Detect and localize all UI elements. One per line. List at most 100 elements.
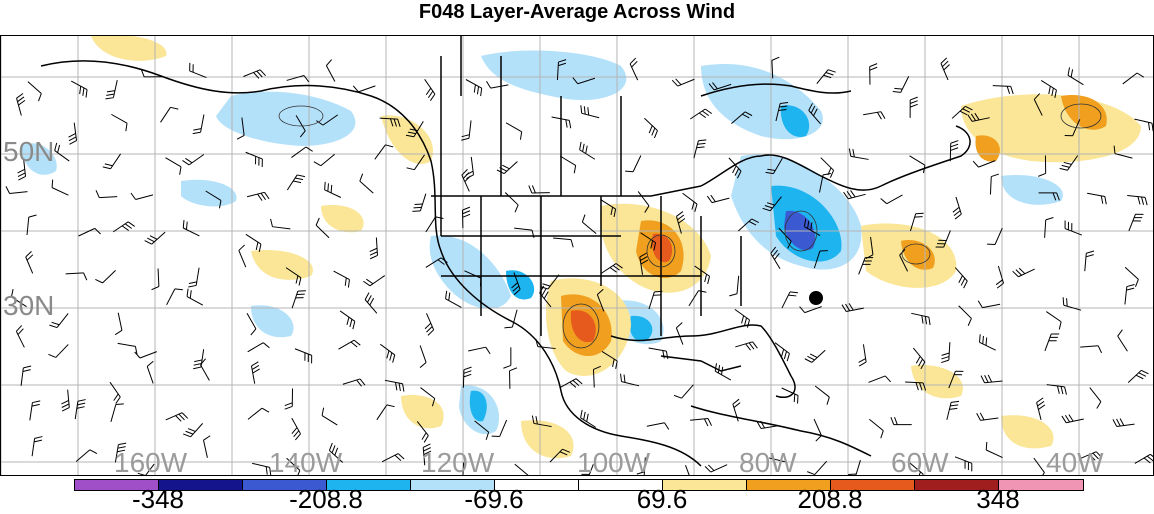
wind-barb	[1034, 458, 1045, 476]
wind-barb	[353, 86, 375, 92]
wind-barb	[166, 158, 181, 175]
wind-barb	[96, 190, 117, 197]
wind-barb	[893, 76, 909, 92]
colorbar	[74, 479, 1084, 491]
wind-barb	[881, 195, 903, 204]
storm-center-marker	[809, 291, 823, 305]
wind-barb	[987, 228, 1002, 244]
wind-barb	[859, 344, 867, 366]
wind-barb	[131, 193, 153, 199]
wind-barb	[814, 419, 821, 441]
wind-barb	[247, 192, 269, 200]
wind-barb	[644, 118, 657, 138]
wind-barb	[973, 161, 995, 167]
longitude-label-140w: 140W	[269, 449, 342, 476]
wind-barb	[868, 376, 890, 383]
wind-barb	[689, 291, 706, 306]
wind-barb	[425, 313, 434, 335]
wind-barb	[285, 388, 293, 409]
wind-barb	[506, 123, 522, 140]
wind-barb	[1125, 267, 1138, 287]
wind-barb	[113, 222, 134, 232]
wind-barb	[71, 81, 87, 97]
wind-barb	[375, 145, 393, 159]
wind-barb	[844, 190, 866, 198]
wind-barb	[466, 157, 474, 179]
wind-barb	[715, 363, 731, 380]
wind-barb	[990, 174, 998, 194]
wind-barb	[1068, 67, 1083, 84]
wind-barb	[1047, 385, 1067, 395]
colorbar-label-neg-69-6: -69.6	[464, 486, 523, 512]
wind-barb	[800, 307, 822, 313]
wind-barb	[182, 155, 203, 165]
wind-barb	[690, 109, 711, 119]
longitude-label-120w: 120W	[421, 449, 494, 476]
wind-barb	[1118, 330, 1128, 352]
wind-barb	[560, 156, 575, 173]
wind-barb	[61, 390, 69, 411]
wind-barb	[79, 228, 101, 236]
wind-barb	[947, 401, 959, 419]
wind-barb	[27, 215, 37, 235]
wind-barb	[69, 123, 77, 145]
wind-barb	[560, 379, 582, 388]
wind-barb	[690, 419, 711, 427]
wind-barb	[580, 142, 595, 159]
wind-barb	[683, 193, 697, 211]
wind-barb	[190, 63, 207, 78]
wind-barb	[941, 342, 950, 362]
wind-barb	[468, 347, 490, 354]
colorbar-label-neg-208-8: -208.8	[289, 486, 363, 512]
wind-barb	[1037, 398, 1045, 420]
colorbar-label-208-8: 208.8	[797, 486, 862, 512]
wind-barb	[625, 156, 641, 172]
wind-barb	[118, 343, 137, 354]
wind-barb	[674, 385, 693, 399]
wind-barb	[1127, 195, 1147, 205]
wind-barb	[167, 289, 183, 305]
wind-barb	[1085, 251, 1094, 271]
wind-barb	[1045, 218, 1054, 238]
wind-barb	[292, 418, 301, 440]
wind-barb	[251, 362, 259, 384]
wind-barb	[183, 220, 199, 236]
wind-barb	[581, 105, 599, 117]
wind-barb	[1080, 346, 1101, 353]
wind-barb	[365, 293, 377, 314]
wind-barb	[735, 342, 757, 350]
wind-barb	[510, 368, 517, 389]
wind-barb	[815, 386, 829, 405]
wind-barb	[30, 401, 40, 421]
wind-barb	[363, 276, 384, 286]
wind-barb	[676, 322, 683, 344]
wind-barb	[287, 175, 305, 190]
wind-barb	[685, 465, 691, 476]
wind-barb	[953, 197, 961, 219]
longitude-label-80w: 80W	[739, 449, 797, 476]
wind-barb	[412, 194, 425, 212]
wind-barb	[807, 461, 827, 474]
wind-barb	[1090, 388, 1101, 409]
wind-barb	[529, 185, 550, 192]
wind-barb	[1123, 73, 1144, 84]
wind-barb	[486, 81, 508, 88]
wind-barb	[911, 313, 930, 325]
wind-barb	[672, 79, 694, 86]
wind-barb	[135, 352, 157, 358]
wind-barb	[1046, 312, 1061, 330]
wind-barb	[166, 413, 188, 422]
wind-barb	[75, 400, 85, 420]
longitude-label-40w: 40W	[1046, 449, 1104, 476]
wind-barb	[6, 186, 28, 193]
wind-barb	[370, 237, 378, 258]
wind-barb	[287, 75, 309, 81]
wind-barb	[515, 464, 529, 476]
colorbar-label-69-6: 69.6	[637, 486, 688, 512]
wind-barb	[183, 423, 202, 436]
wind-barb	[694, 140, 706, 158]
wind-barb	[955, 457, 972, 471]
wind-barb	[805, 350, 825, 362]
wind-barb	[863, 112, 885, 120]
wind-barb	[955, 268, 967, 289]
